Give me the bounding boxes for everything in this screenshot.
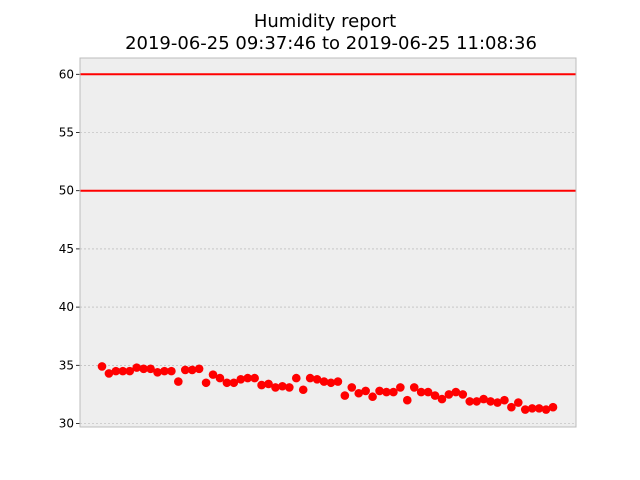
plot-frame [79,57,577,428]
y-tick-label: 35 [59,358,74,372]
data-point [382,387,391,397]
data-point [285,383,294,392]
data-point [396,383,405,392]
data-point [174,377,183,386]
data-point [298,385,308,395]
plot-area: 30 35 40 45 50 55 60 [59,57,577,431]
chart-title-line-2: 2019-06-25 09:37:46 to 2019-06-25 11:08:… [125,33,537,54]
data-point [430,391,440,400]
data-point [146,364,155,374]
data-point [541,405,551,414]
data-point [187,365,197,375]
data-point [507,402,516,412]
data-point [534,404,544,413]
data-point [437,394,447,404]
data-point [409,383,419,392]
data-point [160,366,169,376]
data-point [361,386,370,396]
data-point [458,390,468,399]
data-point [368,392,377,402]
data-point [222,378,232,388]
data-point [500,395,509,405]
data-point [97,362,107,371]
data-point [180,365,190,375]
y-tick-label: 60 [59,67,74,81]
data-point [139,364,148,374]
data-point [215,373,225,383]
data-point [236,374,246,384]
data-point [340,391,350,400]
data-point [243,373,253,383]
data-point [548,402,558,412]
data-point [104,369,114,378]
data-point [389,387,398,397]
data-point [271,383,280,392]
data-point [264,379,273,389]
data-point [208,370,218,379]
data-point [326,378,336,388]
data-point [333,377,343,386]
y-tick-label: 55 [59,125,74,139]
data-point [347,383,357,392]
data-point [493,398,502,407]
data-point [312,374,322,384]
data-point [479,394,488,404]
data-point [402,395,412,405]
data-point [201,378,211,388]
data-point [486,397,495,406]
data-point [514,398,523,407]
data-point [305,373,315,383]
data-point [118,366,128,376]
data-point [416,387,426,397]
data-point [527,404,537,413]
data-point [153,367,162,377]
data-point [472,397,481,406]
data-point [451,387,461,397]
data-point [111,366,121,376]
chart-title-line-1: Humidity report [254,11,396,32]
data-point [194,364,204,374]
data-point [291,373,301,383]
data-point [250,373,259,383]
y-tick-label: 40 [59,300,74,314]
data-point [257,380,266,390]
data-point [125,366,135,376]
y-tick-label: 50 [59,184,74,198]
data-point [375,386,384,396]
data-point [444,390,454,399]
data-point [423,387,433,397]
data-point [132,363,141,372]
data-point [465,397,475,406]
data-point [229,378,239,388]
y-tick-label: 30 [59,417,74,431]
data-point [319,377,329,386]
data-point [354,388,364,398]
data-point [278,381,287,391]
data-point [167,366,176,376]
data-point [520,405,530,414]
y-tick-label: 45 [59,242,74,256]
